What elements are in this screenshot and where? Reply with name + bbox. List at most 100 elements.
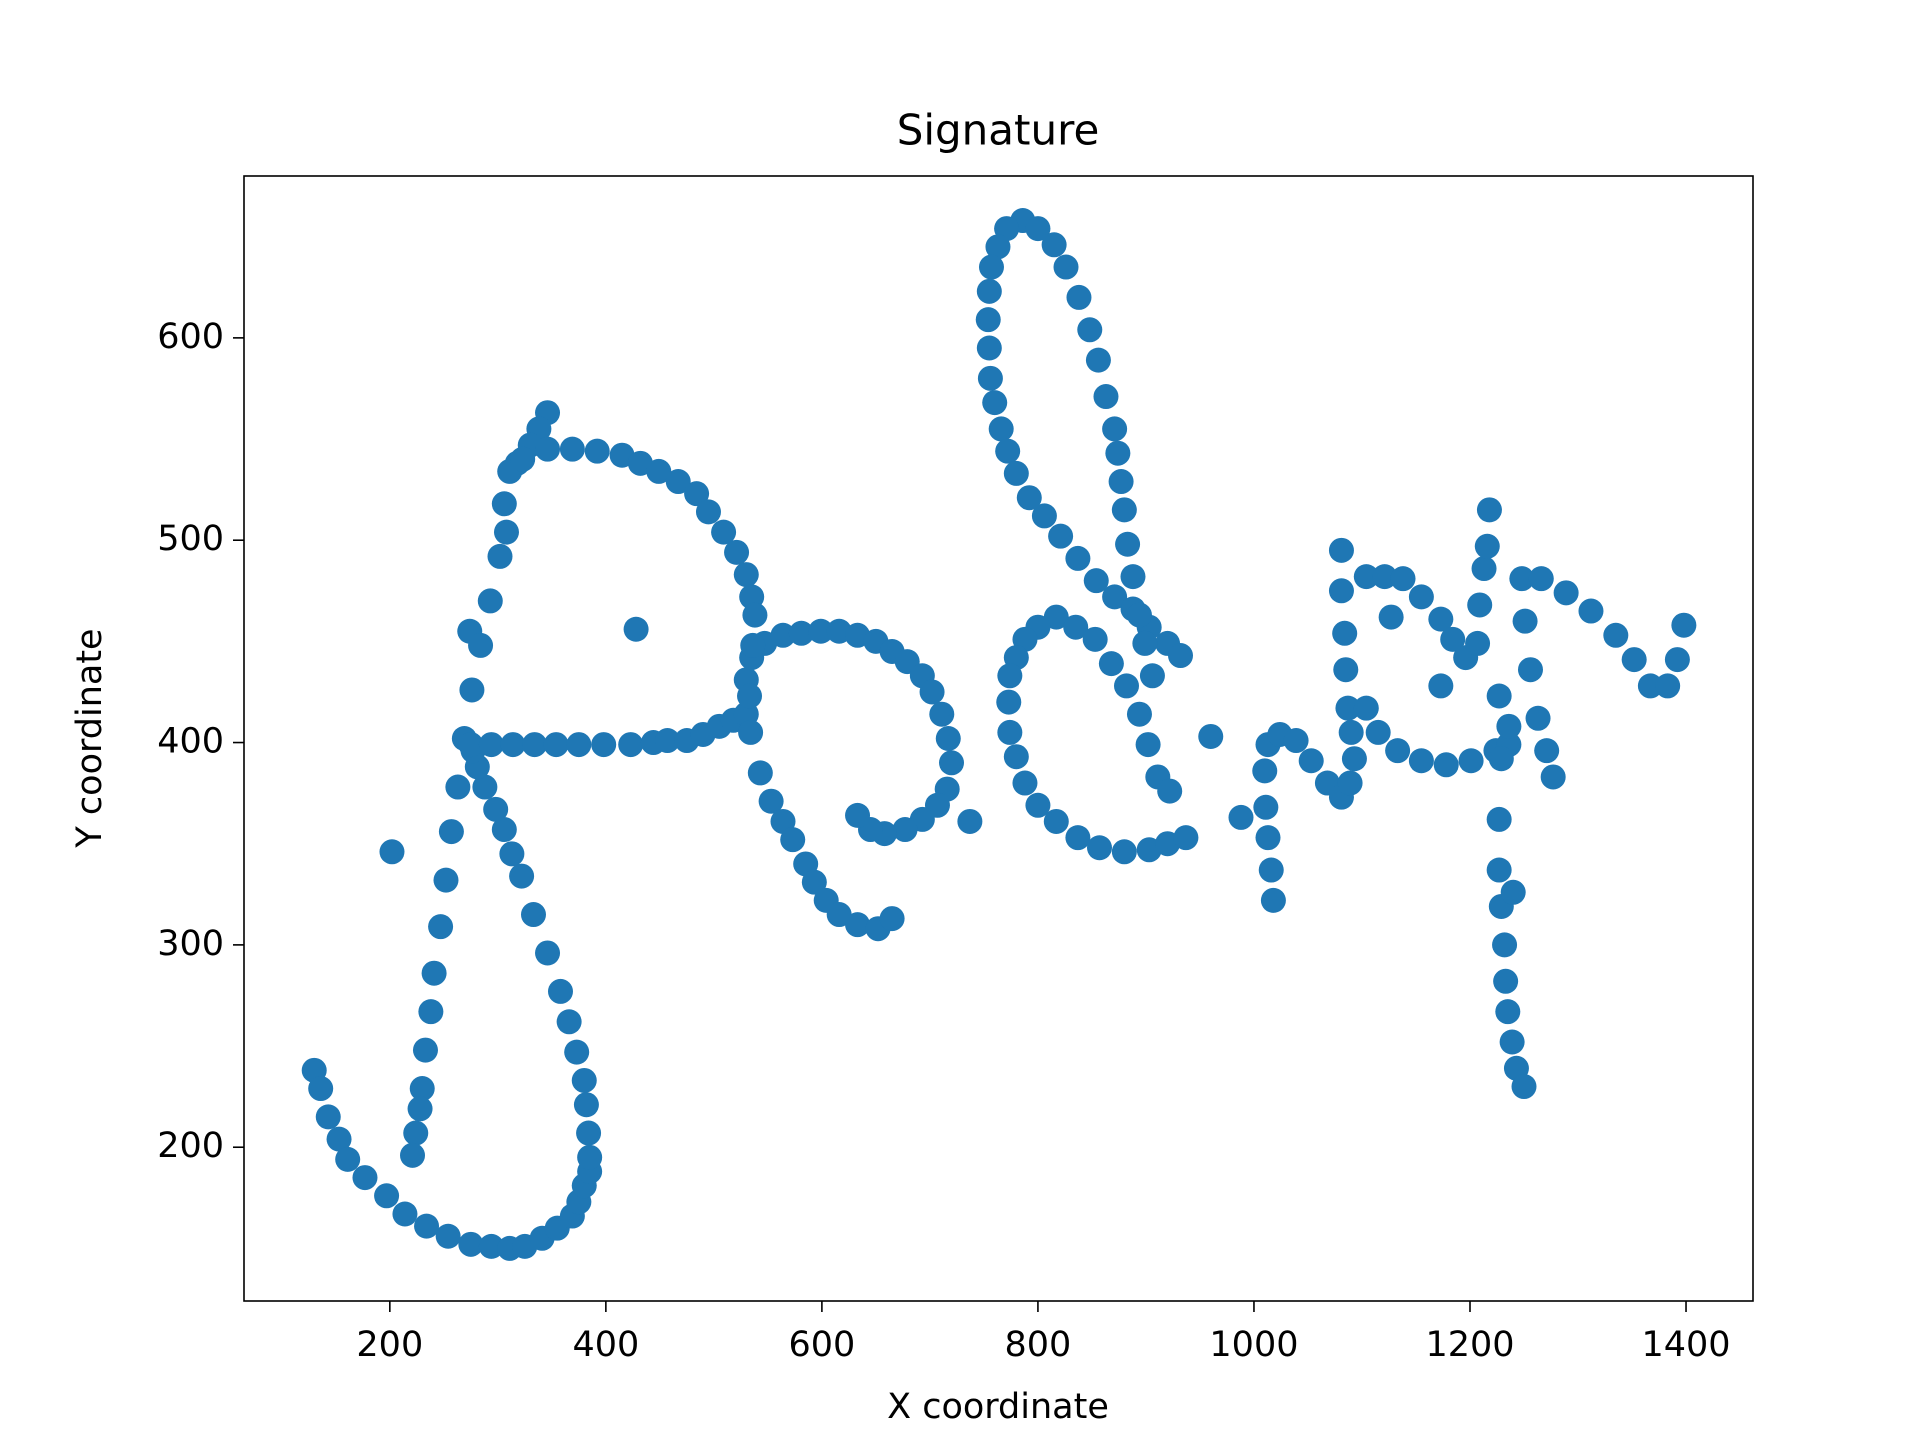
point [535, 940, 561, 966]
x-tick-label: 1000 [1209, 1325, 1298, 1365]
point [808, 618, 834, 644]
point [654, 728, 680, 754]
point [997, 663, 1023, 689]
point [929, 701, 955, 727]
point [458, 1231, 484, 1257]
point [1353, 564, 1379, 590]
point [458, 732, 484, 758]
point [326, 1126, 352, 1152]
point [1043, 604, 1069, 630]
y-tick-label: 200 [157, 1126, 224, 1166]
point [1105, 440, 1131, 466]
y-tick-label: 400 [157, 722, 224, 762]
point [1603, 622, 1629, 648]
point [1031, 503, 1057, 529]
point [543, 732, 569, 758]
point [1102, 584, 1128, 610]
point [1111, 839, 1137, 865]
point [1525, 705, 1551, 731]
point [826, 902, 852, 928]
point [1173, 825, 1199, 851]
point [1332, 620, 1358, 646]
point [1621, 647, 1647, 673]
point [1428, 606, 1454, 632]
point [510, 446, 536, 472]
point [577, 1144, 603, 1170]
point [547, 978, 573, 1004]
point [1108, 469, 1134, 495]
point [433, 867, 459, 893]
point [487, 543, 513, 569]
x-tick-label: 400 [572, 1325, 639, 1365]
point [737, 683, 763, 709]
point [556, 1009, 582, 1035]
point [483, 796, 509, 822]
point [1012, 770, 1038, 796]
point [379, 839, 405, 865]
point [414, 1213, 440, 1239]
point [695, 499, 721, 525]
point [1003, 460, 1029, 486]
point [468, 632, 494, 658]
point [1252, 758, 1278, 784]
point [1260, 887, 1286, 913]
point [988, 416, 1014, 442]
point [1467, 592, 1493, 618]
point [478, 732, 504, 758]
point [1378, 604, 1404, 630]
point [308, 1076, 334, 1102]
point [1053, 254, 1079, 280]
x-tick-label: 600 [788, 1325, 855, 1365]
point [957, 808, 983, 834]
point [472, 774, 498, 800]
point [1082, 626, 1108, 652]
point [1465, 630, 1491, 656]
point [1408, 584, 1434, 610]
y-tick-label: 600 [157, 317, 224, 357]
point [1126, 701, 1152, 727]
point [1157, 778, 1183, 804]
point [1065, 825, 1091, 851]
point [1098, 651, 1124, 677]
point [1372, 564, 1398, 590]
point [1540, 764, 1566, 790]
point [438, 819, 464, 845]
point [1655, 673, 1681, 699]
point [1517, 657, 1543, 683]
point [493, 519, 519, 545]
point [1338, 719, 1364, 745]
x-tick-label: 800 [1005, 1325, 1072, 1365]
point [1553, 580, 1579, 606]
point [684, 481, 710, 507]
point [1083, 568, 1109, 594]
point [418, 999, 444, 1025]
point [1003, 744, 1029, 770]
point [1025, 216, 1051, 242]
point [935, 726, 961, 751]
point [352, 1165, 378, 1191]
point [1253, 794, 1279, 820]
point [1512, 608, 1538, 634]
point [780, 827, 806, 853]
point [1499, 1029, 1525, 1055]
point [374, 1183, 400, 1209]
point [1390, 566, 1416, 592]
x-tick-label: 1200 [1425, 1325, 1514, 1365]
point [1385, 738, 1411, 764]
point [1664, 647, 1690, 673]
point [564, 1039, 590, 1065]
y-tick-label: 300 [157, 924, 224, 964]
point [522, 732, 548, 758]
chart-title: Signature [897, 106, 1100, 155]
x-tick-label: 200 [356, 1325, 423, 1365]
point [1476, 497, 1502, 523]
point [1114, 673, 1140, 699]
point [535, 436, 561, 462]
plot-frame [243, 175, 1754, 1302]
point [1085, 347, 1111, 373]
point [978, 254, 1004, 280]
point [1077, 317, 1103, 343]
point [1198, 723, 1224, 749]
point [1063, 614, 1089, 640]
